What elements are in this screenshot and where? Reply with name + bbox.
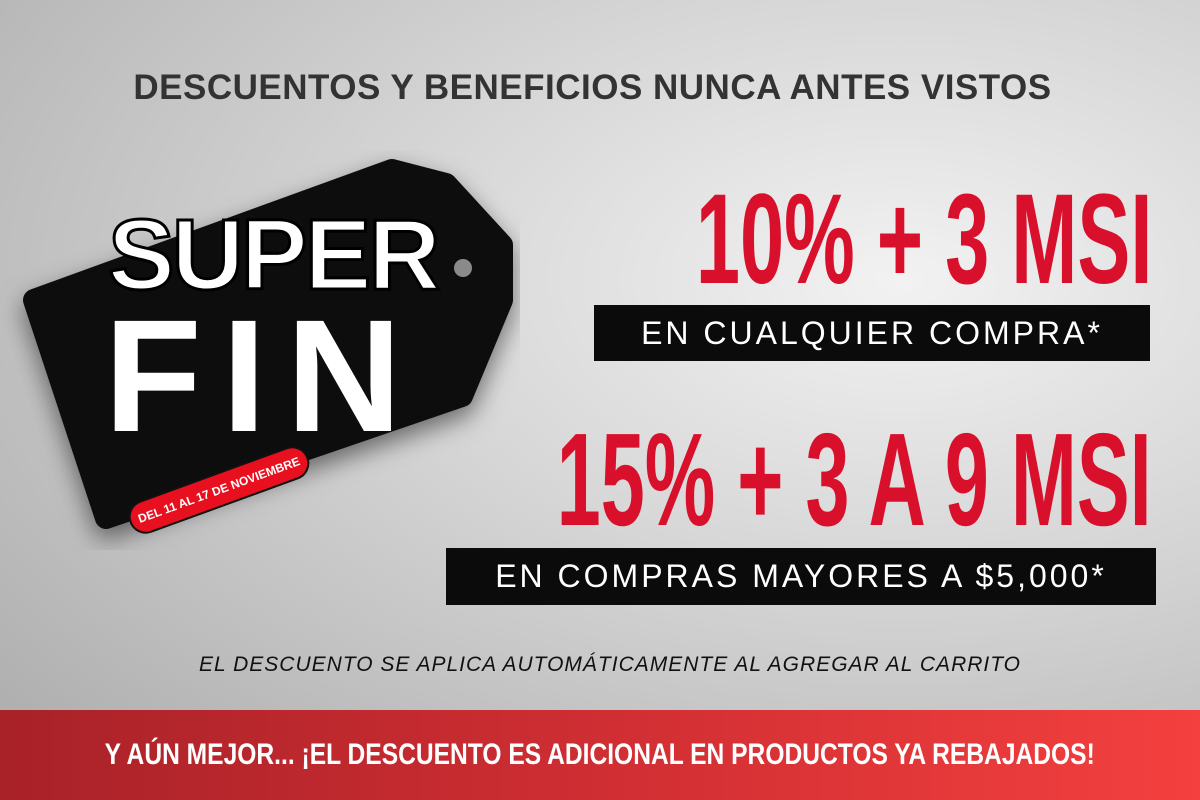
bottom-banner: Y AÚN MEJOR... ¡EL DESCUENTO ES ADICIONA… [0,710,1200,800]
offer1-subtitle: EN CUALQUIER COMPRA* [594,305,1150,361]
tag-title-fin: FIN [104,286,422,465]
offer2-subtitle: EN COMPRAS MAYORES A $5,000* [446,548,1156,605]
bottom-banner-text: Y AÚN MEJOR... ¡EL DESCUENTO ES ADICIONA… [104,738,1096,771]
offer1-title: 10% + 3 MSI [695,168,1152,311]
tag-title-super: SUPER [107,199,443,311]
headline: DESCUENTOS Y BENEFICIOS NUNCA ANTES VIST… [133,68,1052,107]
tag-hole [454,259,472,277]
offer2-title: 15% + 3 A 9 MSI [556,406,1152,553]
discount-note: EL DESCUENTO SE APLICA AUTOMÁTICAMENTE A… [198,653,1022,676]
